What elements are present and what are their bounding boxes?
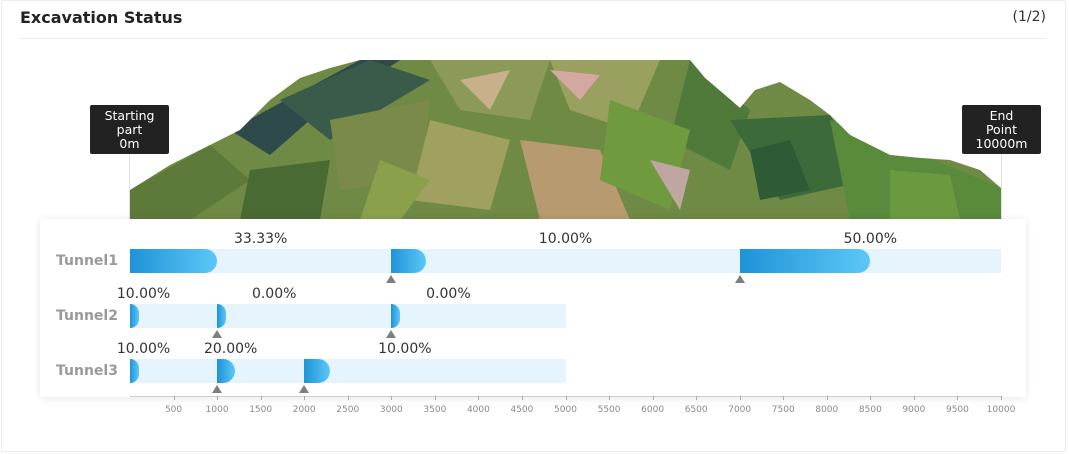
section-progress-bar[interactable] <box>217 304 227 328</box>
section-progress-label: 10.00% <box>116 286 171 302</box>
section-progress-label: 50.00% <box>843 231 898 247</box>
axis-tick-label: 3000 <box>379 405 403 415</box>
axis-tick <box>521 396 523 400</box>
axis-tick <box>783 396 785 400</box>
axis-tick <box>217 396 219 400</box>
axis-tick-label: 4000 <box>466 405 490 415</box>
axis-tick-label: 500 <box>164 405 183 415</box>
axis-tick <box>434 396 436 400</box>
axis-tick <box>347 396 349 400</box>
section-progress-bar[interactable] <box>391 304 401 328</box>
section-boundary-marker <box>386 330 397 338</box>
axis-tick <box>696 396 698 400</box>
start-marker-line3: 0m <box>119 136 140 151</box>
section-progress-label: 10.00% <box>378 341 432 357</box>
axis-tick-label: 5000 <box>554 405 577 415</box>
axis-tick <box>565 396 567 400</box>
section-progress-bar[interactable] <box>739 249 871 273</box>
axis-tick <box>957 396 959 400</box>
axis-tick <box>913 396 915 400</box>
section-progress-bar[interactable] <box>130 304 139 328</box>
tunnel-label: Tunnel2 <box>56 308 118 324</box>
end-marker-line2: Point <box>985 122 1018 137</box>
axis-tick-label: 8000 <box>815 405 839 415</box>
axis-tick-label: 5500 <box>597 405 621 415</box>
end-marker-line3: 10000m <box>975 136 1028 151</box>
axis-tick-label: 8500 <box>858 405 882 415</box>
header-divider <box>20 38 1047 39</box>
section-boundary-marker <box>299 385 310 393</box>
axis-tick <box>173 396 175 400</box>
section-progress-label: 33.33% <box>233 231 288 247</box>
axis-tick <box>739 396 741 400</box>
end-marker-line1: End <box>989 108 1014 123</box>
axis-tick <box>260 396 262 400</box>
tunnel-track[interactable] <box>130 249 1001 273</box>
axis-tick <box>870 396 872 400</box>
tunnel-label: Tunnel3 <box>56 363 118 379</box>
tunnel-track[interactable] <box>130 359 566 383</box>
section-progress-bar[interactable] <box>391 249 427 273</box>
section-boundary-marker <box>212 330 223 338</box>
section-progress-bar[interactable] <box>130 359 139 383</box>
section-boundary-marker <box>734 275 745 283</box>
axis-tick-label: 7000 <box>728 405 752 415</box>
axis-tick-label: 7500 <box>771 405 795 415</box>
start-marker-line1: Starting <box>104 108 155 123</box>
axis-tick-label: 6500 <box>684 405 708 415</box>
section-progress-bar[interactable] <box>130 249 218 273</box>
page-indicator[interactable]: (1/2) <box>1012 9 1046 25</box>
axis-tick <box>826 396 828 400</box>
section-boundary-marker <box>212 385 223 393</box>
start-marker-line2: part <box>116 122 143 137</box>
mountain-illustration <box>130 60 1001 220</box>
axis-tick-label: 9000 <box>902 405 926 415</box>
axis-tick-label: 9500 <box>945 405 969 415</box>
axis-tick <box>1001 396 1002 400</box>
section-progress-label: 10.00% <box>116 341 171 357</box>
axis-tick <box>478 396 480 400</box>
axis-tick <box>304 396 306 400</box>
axis-tick-label: 3500 <box>423 405 447 415</box>
axis-tick <box>391 396 393 400</box>
section-progress-label: 10.00% <box>538 231 593 247</box>
axis-tick-label: 2500 <box>336 405 360 415</box>
start-point-marker: Starting part 0m <box>90 105 169 154</box>
end-point-marker: End Point 10000m <box>962 105 1041 154</box>
section-progress-bar[interactable] <box>304 359 331 383</box>
axis-tick <box>609 396 611 400</box>
tunnel-track[interactable] <box>130 304 566 328</box>
axis-tick-label: 6000 <box>641 405 665 415</box>
axis-tick-label: 4500 <box>510 405 534 415</box>
tunnel-label: Tunnel1 <box>56 253 118 269</box>
axis-tick-label: 10000 <box>986 405 1016 415</box>
section-progress-label: 20.00% <box>203 341 258 357</box>
axis-tick-label: 1000 <box>205 405 229 415</box>
section-progress-label: 0.00% <box>426 286 471 302</box>
section-progress-bar[interactable] <box>217 359 235 383</box>
section-boundary-marker <box>386 275 397 283</box>
axis-tick <box>652 396 654 400</box>
section-progress-label: 0.00% <box>251 286 297 302</box>
axis-tick-label: 1500 <box>249 405 273 415</box>
axis-tick-label: 2000 <box>292 405 316 415</box>
panel-title: Excavation Status <box>20 8 183 27</box>
